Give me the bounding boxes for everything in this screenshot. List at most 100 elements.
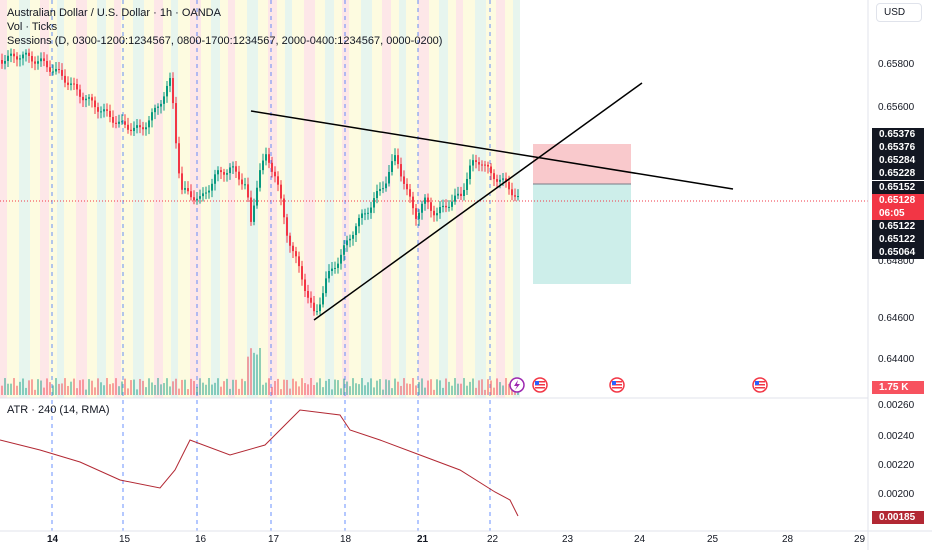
atr-legend[interactable]: ATR · 240 (14, RMA)	[7, 404, 110, 416]
currency-button[interactable]: USD	[876, 3, 922, 22]
time-label: 16	[195, 534, 207, 545]
price-tag: 0.65064	[872, 246, 924, 259]
candle-body	[469, 165, 471, 179]
volume-bar	[493, 387, 495, 395]
volume-bar	[100, 382, 102, 395]
symbol-title[interactable]: Australian Dollar / U.S. Dollar · 1h · O…	[7, 7, 221, 19]
candle-body	[301, 266, 303, 280]
volume-bar	[13, 378, 15, 395]
volume-bar	[418, 382, 420, 395]
candle-body	[478, 162, 480, 165]
session-backgrounds	[0, 0, 520, 398]
volume-bar	[241, 378, 243, 395]
candle-body	[211, 183, 213, 191]
candle-body	[109, 110, 111, 117]
volume-bar	[43, 387, 45, 395]
candle-body	[448, 206, 450, 208]
price-tick-label: 0.64600	[878, 313, 915, 324]
volume-bar	[106, 378, 108, 395]
volume-bar	[451, 385, 453, 395]
volume-bar	[328, 378, 330, 395]
candle-body	[94, 100, 96, 108]
candle-body	[502, 178, 504, 180]
candle-body	[193, 197, 195, 201]
session-band	[163, 0, 171, 398]
candle-body	[121, 121, 123, 123]
candle-body	[46, 60, 48, 68]
candle-body	[373, 198, 375, 208]
volume-bar	[7, 383, 9, 395]
volume-bar	[490, 380, 492, 395]
volume-bar	[283, 379, 285, 395]
volume-bar	[1, 385, 3, 395]
price-tag: 0.65122	[872, 233, 924, 246]
candle-body	[376, 191, 378, 199]
candle-body	[277, 176, 279, 185]
volume-bar	[187, 389, 189, 395]
time-label: 15	[119, 534, 131, 545]
candle-body	[25, 52, 27, 55]
volume-bar	[97, 378, 99, 395]
price-tick-label: 0.65800	[878, 59, 915, 70]
support-trendline[interactable]	[313, 82, 643, 321]
sessions-legend[interactable]: Sessions (D, 0300-1200:1234567, 0800-170…	[7, 35, 443, 47]
volume-legend[interactable]: Vol · Ticks	[7, 21, 58, 33]
us-flag-event-icon[interactable]	[752, 377, 768, 393]
volume-bar	[484, 389, 486, 395]
candle-body	[220, 170, 222, 173]
volume-bar	[214, 382, 216, 395]
candle-body	[238, 171, 240, 180]
session-band	[505, 0, 513, 398]
volume-bar	[58, 383, 60, 395]
volume-bar	[76, 388, 78, 395]
volume-bar	[61, 383, 63, 395]
resistance-trendline[interactable]	[250, 110, 734, 190]
volume-bar	[79, 380, 81, 395]
volume-bar	[49, 382, 51, 395]
session-band	[220, 0, 228, 398]
candle-body	[466, 178, 468, 190]
candle-body	[463, 189, 465, 197]
volume-bar	[271, 386, 273, 395]
candle-body	[265, 154, 267, 161]
volume-bar	[211, 384, 213, 395]
candle-body	[385, 183, 387, 189]
volume-bar	[421, 378, 423, 395]
volume-bar	[472, 378, 474, 395]
candle-body	[205, 192, 207, 194]
candle-body	[235, 166, 237, 172]
volume-bar	[304, 383, 306, 395]
us-flag-event-icon[interactable]	[609, 377, 625, 393]
candle-body	[202, 193, 204, 197]
candle-body	[280, 184, 282, 199]
volume-bar	[280, 389, 282, 395]
candle-body	[343, 245, 345, 255]
volume-bar	[406, 383, 408, 395]
volume-bar	[181, 379, 183, 395]
candle-body	[79, 89, 81, 97]
volume-bar	[142, 380, 144, 395]
candle-body	[424, 197, 426, 204]
volume-bar	[370, 378, 372, 395]
session-band	[144, 0, 154, 398]
volume-bar	[217, 378, 219, 395]
session-band	[64, 0, 76, 398]
session-band	[486, 0, 496, 398]
candle-body	[361, 213, 363, 218]
volume-bar	[385, 379, 387, 395]
time-label: 17	[268, 534, 280, 545]
lightning-event-icon[interactable]	[509, 377, 525, 393]
candle-body	[283, 198, 285, 218]
candle-body	[397, 155, 399, 165]
volume-bar	[439, 380, 441, 395]
take-profit-zone[interactable]	[533, 184, 631, 284]
candle-body	[19, 58, 21, 60]
candle-body	[337, 263, 339, 268]
session-band	[19, 0, 30, 398]
us-flag-event-icon[interactable]	[532, 377, 548, 393]
candle-body	[118, 121, 120, 124]
candle-body	[55, 69, 57, 72]
candle-body	[364, 213, 366, 215]
candle-body	[103, 109, 105, 112]
